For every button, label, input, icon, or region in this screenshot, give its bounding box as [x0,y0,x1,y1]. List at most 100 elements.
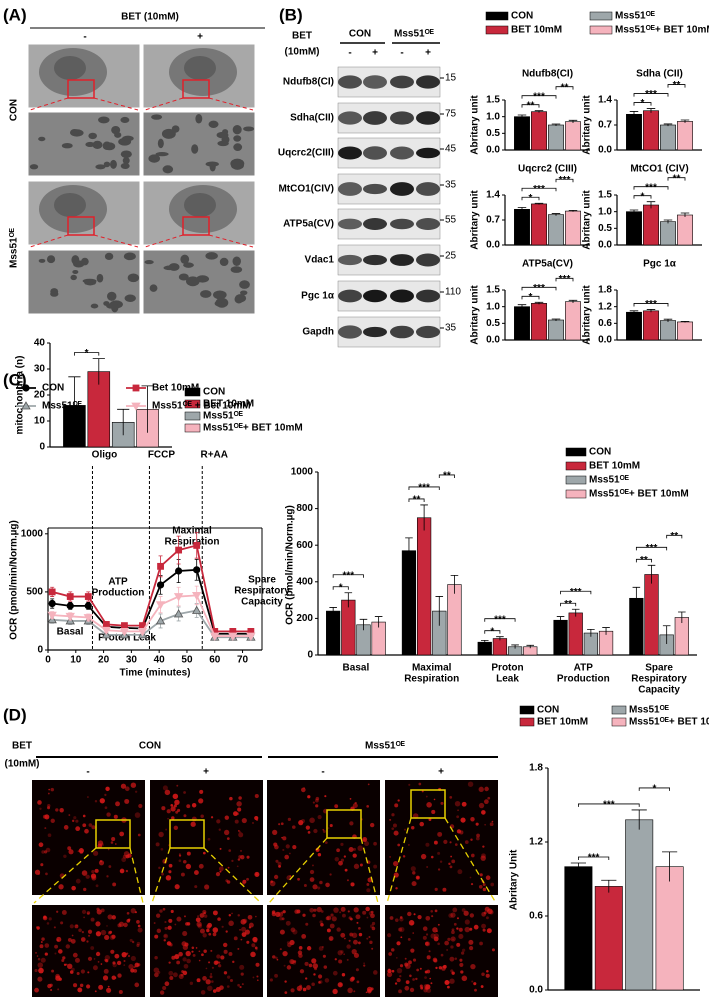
organelle [168,263,180,271]
signal [315,796,320,801]
signal [238,855,242,859]
signal [398,927,403,932]
signal [389,916,394,920]
organelle [103,301,110,306]
signal [251,943,256,948]
signal [322,954,326,958]
signal [421,790,424,793]
signal [412,871,416,875]
signal [242,918,248,924]
signal [178,859,182,863]
signal [40,863,44,867]
error-bar [662,625,671,645]
legend-swatch [184,411,201,421]
signal [115,801,120,807]
organelle [120,150,132,158]
signal [182,944,189,951]
signal [233,811,238,817]
blot-band [416,147,440,159]
signal [185,922,189,926]
signal [273,842,278,847]
signal [61,910,67,915]
organelle [46,255,56,264]
signal [279,916,283,921]
y-axis-label: mitochondria (n) [15,356,26,435]
column-label: + [425,48,431,59]
phase-label: Maximal [172,526,212,537]
significance-bracket [332,586,349,590]
signal [136,963,141,967]
error-bar [551,318,561,321]
signal [299,969,305,974]
signal [460,817,466,823]
organelle [144,260,154,265]
legend-label: Bet 10mM [152,383,199,394]
signal [123,922,128,928]
signal [440,801,444,805]
signal [373,841,377,846]
signal [176,784,179,787]
signal [424,976,427,980]
signal [241,926,247,932]
blot-band [363,326,387,338]
signal [237,983,240,987]
y-tick-label: 0.7 [486,215,500,226]
signal [366,937,369,940]
significance-bracket [633,303,669,307]
signal [160,847,164,851]
y-tick-label: 800 [296,503,313,514]
signal [431,915,434,918]
signal [74,924,79,929]
signal [163,939,166,942]
x-tick-label: 30 [126,655,138,666]
signal [326,915,332,921]
signal [312,801,315,804]
signal [284,991,288,995]
signal [282,836,287,841]
signal [194,885,198,889]
marker [210,632,220,641]
series-line [52,609,251,639]
error-bar [602,627,610,635]
signal [457,869,463,875]
marker [65,612,75,622]
blot-band [390,146,414,160]
signal [36,955,39,957]
bar [553,619,568,656]
zoom-line [144,97,254,111]
signal [180,973,184,977]
signal [299,984,303,988]
signal [289,958,295,965]
signal [269,978,273,982]
signal [320,923,324,927]
signal [254,794,259,799]
significance-bracket [521,286,557,291]
legend-label: CON [511,11,533,22]
signal [387,933,392,938]
signal [233,936,238,941]
signal [161,872,164,876]
organelle [114,132,122,138]
signal [464,926,470,933]
signal [322,946,324,948]
signal [168,918,173,923]
organelle [200,290,212,298]
signal [208,932,212,936]
signal [168,942,173,947]
treatment-label: BET (10mM) [121,12,179,23]
signal [228,914,232,917]
protein-label: Sdha(CII) [290,113,334,124]
signal [408,844,410,846]
bar [568,612,583,656]
signal [87,912,89,915]
signal [474,988,477,992]
signal [228,849,232,852]
marker [191,605,202,614]
signal [410,866,416,872]
chart-title: Uqcrc2 (CIII) [518,164,577,175]
signal [298,946,303,950]
signal [246,940,250,944]
organelle [82,278,97,284]
signal [34,968,38,973]
signal [170,804,174,807]
